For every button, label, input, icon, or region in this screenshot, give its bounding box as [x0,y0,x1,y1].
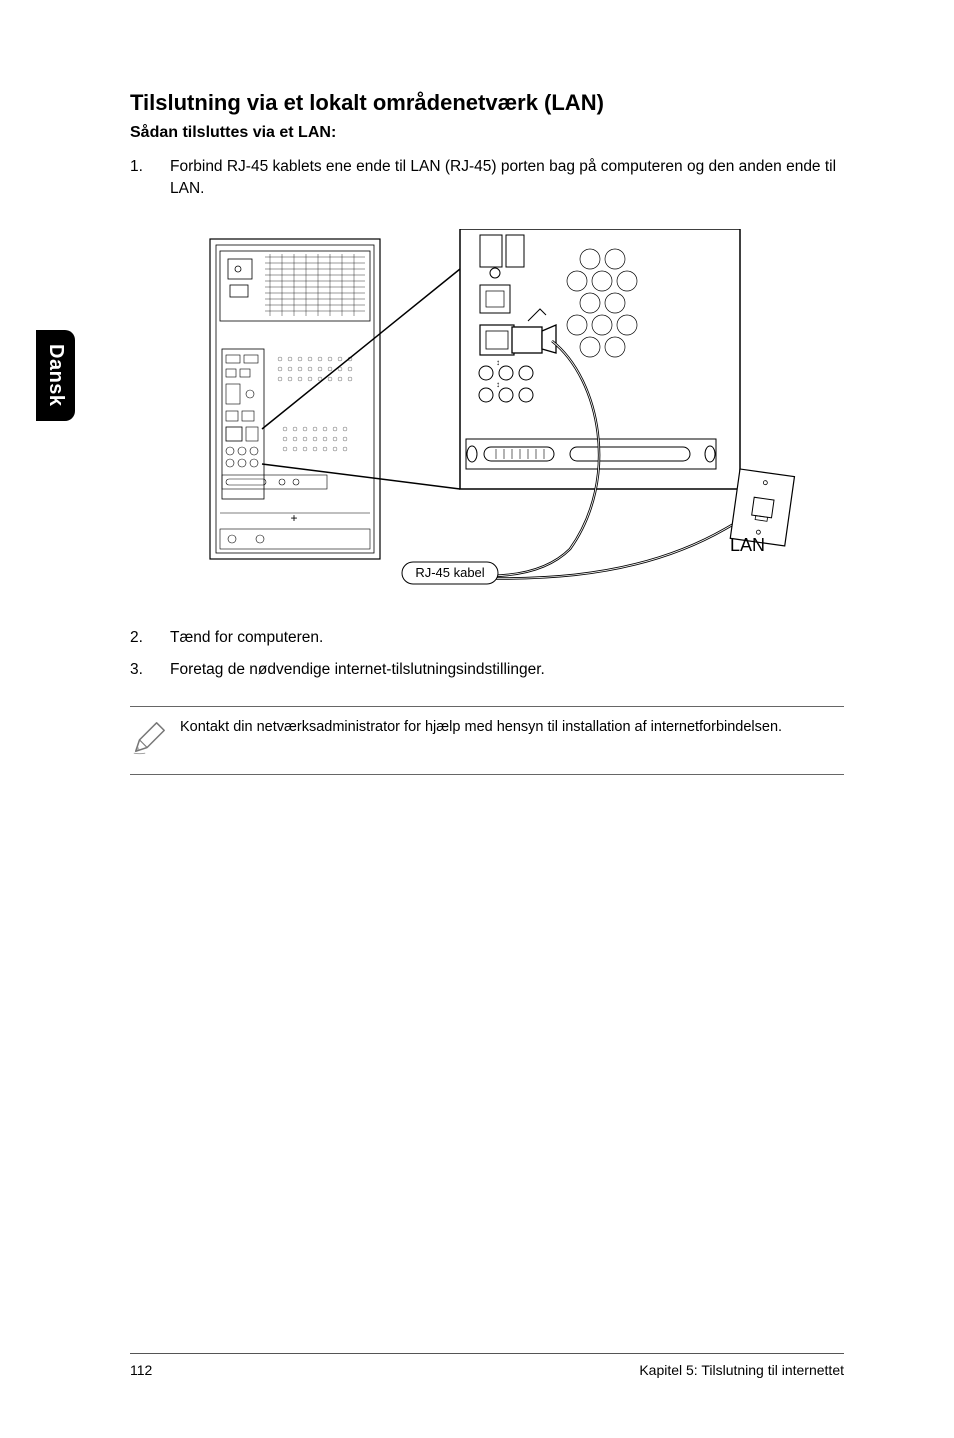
svg-text:↕: ↕ [496,380,500,389]
page-title: Tilslutning via et lokalt områdenetværk … [130,90,844,116]
step-text: Forbind RJ-45 kablets ene ende til LAN (… [170,156,844,201]
step-number: 2. [130,627,170,649]
step-2: 2. Tænd for computeren. [130,627,844,649]
connection-diagram: + ↕ [170,229,810,599]
step-3: 3. Foretag de nødvendige internet-tilslu… [130,659,844,681]
page-footer: 112 Kapitel 5: Tilslutning til internett… [130,1353,844,1378]
chapter-title: Kapitel 5: Tilslutning til internettet [639,1362,844,1378]
note-box: Kontakt din netværksadministrator for hj… [130,706,844,775]
language-tab: Dansk [36,330,75,421]
endpoint-label: LAN [730,535,765,555]
step-1: 1. Forbind RJ-45 kablets ene ende til LA… [130,156,844,201]
step-number: 1. [130,156,170,201]
note-text: Kontakt din netværksadministrator for hj… [180,717,802,737]
step-text: Tænd for computeren. [170,627,844,649]
svg-text:+: + [290,511,297,525]
page-subtitle: Sådan tilsluttes via et LAN: [130,124,844,142]
pencil-icon [130,717,180,762]
page-number: 112 [130,1362,152,1378]
svg-text:↕: ↕ [496,358,500,367]
step-text: Foretag de nødvendige internet-tilslutni… [170,659,844,681]
cable-label: RJ-45 kabel [415,565,484,580]
step-number: 3. [130,659,170,681]
